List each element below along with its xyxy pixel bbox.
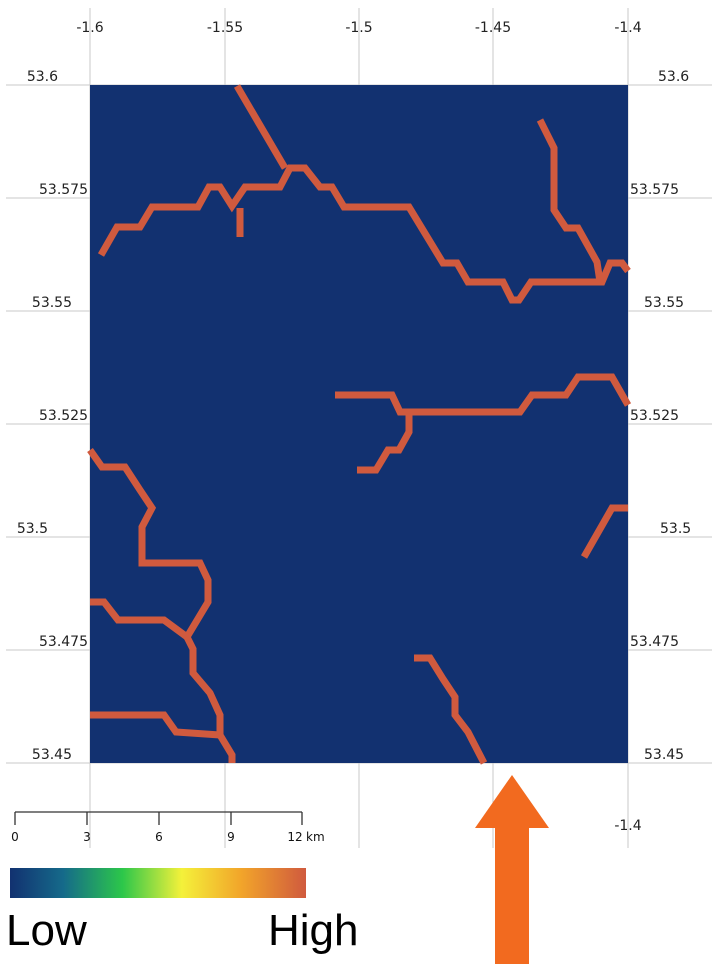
- y-tick-label: 53.6: [27, 69, 58, 85]
- stream-segment: [414, 654, 488, 765]
- y-tick-label: 53.55: [644, 295, 684, 311]
- stream-network: [87, 84, 632, 765]
- x-tick-label: -1.6: [76, 20, 103, 36]
- scale-label: 6: [155, 830, 163, 844]
- y-tick-label: 53.5: [660, 521, 691, 537]
- legend-high-label: High: [268, 906, 359, 955]
- y-tick-label: 53.475: [630, 634, 679, 650]
- y-tick-label: 53.525: [39, 408, 88, 424]
- x-tick-label: -1.5: [345, 20, 372, 36]
- stream-segment: [183, 635, 236, 763]
- x-tick-label-bottom: -1.4: [614, 818, 641, 834]
- stream-segment: [90, 711, 221, 739]
- x-tick-label: -1.45: [475, 20, 511, 36]
- stream-segment: [335, 373, 632, 416]
- scale-unit: km: [306, 830, 325, 844]
- scale-label: 0: [11, 830, 19, 844]
- scale-label: 12: [287, 830, 302, 844]
- x-tick-label: -1.4: [614, 20, 641, 36]
- color-legend-bar: [10, 868, 306, 898]
- x-tick-label: -1.55: [207, 20, 243, 36]
- stream-segment: [357, 412, 413, 474]
- y-tick-label: 53.45: [644, 747, 684, 763]
- up-arrow-icon: [475, 775, 549, 964]
- y-tick-label: 53.6: [658, 69, 689, 85]
- map-raster: [90, 85, 628, 763]
- y-tick-label: 53.55: [32, 295, 72, 311]
- y-tick-label: 53.575: [39, 182, 88, 198]
- y-axis-left: 53.6 53.575 53.55 53.525 53.5 53.475 53.…: [17, 69, 88, 763]
- stream-segment: [97, 164, 631, 304]
- y-axis-right: 53.6 53.575 53.55 53.525 53.5 53.475 53.…: [630, 69, 691, 763]
- stream-segment: [580, 504, 628, 559]
- stream-segment: [233, 84, 289, 170]
- y-tick-label: 53.525: [630, 408, 679, 424]
- scale-label: 9: [227, 830, 235, 844]
- x-axis-top: -1.6 -1.55 -1.5 -1.45 -1.4: [76, 20, 641, 36]
- legend-low-label: Low: [6, 906, 87, 955]
- stream-segment: [536, 118, 604, 283]
- scale-label: 3: [83, 830, 91, 844]
- y-tick-label: 53.575: [630, 182, 679, 198]
- y-tick-label: 53.475: [39, 634, 88, 650]
- y-tick-label: 53.45: [32, 747, 72, 763]
- stream-segment: [87, 447, 212, 643]
- y-tick-label: 53.5: [17, 521, 48, 537]
- scale-bar: 0 3 6 9 12 km: [11, 811, 325, 844]
